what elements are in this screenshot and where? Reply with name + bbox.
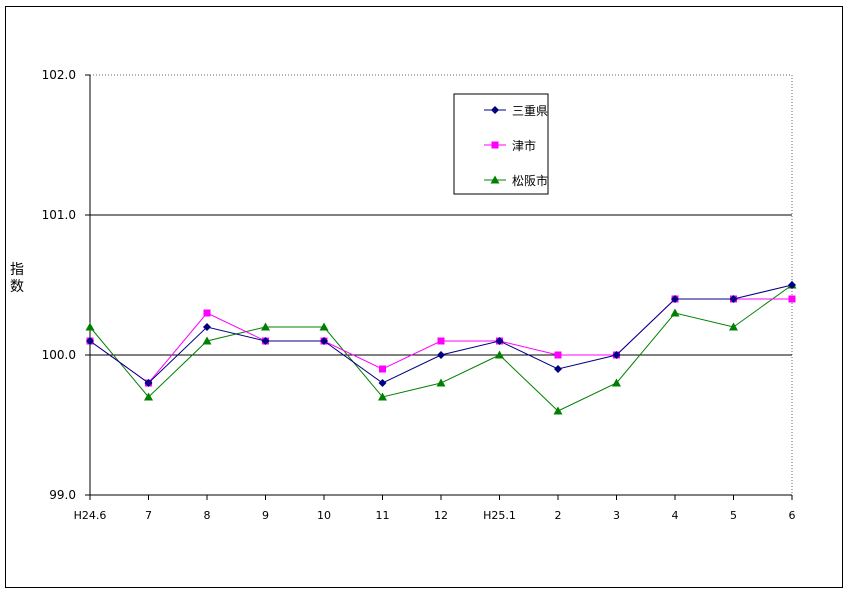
x-tick-label: 2: [555, 509, 562, 522]
y-tick-label: 99.0: [49, 488, 76, 502]
data-point: [554, 351, 562, 359]
x-tick-label: 8: [204, 509, 211, 522]
data-point: [729, 322, 738, 331]
y-axis-label: 指数: [10, 262, 24, 295]
data-point: [436, 378, 446, 387]
y-tick-label: 102.0: [42, 68, 76, 82]
data-point: [379, 365, 386, 373]
legend-label: 三重県: [512, 104, 548, 118]
data-point: [203, 309, 211, 317]
x-tick-label: 7: [145, 509, 152, 522]
data-point: [319, 322, 329, 331]
data-point: [437, 351, 445, 359]
series-line: [89, 284, 793, 384]
x-tick-label: 5: [730, 509, 737, 522]
data-point: [788, 295, 796, 303]
data-point: [378, 392, 387, 401]
x-tick-label: 4: [672, 509, 679, 522]
legend-label: 津市: [512, 138, 536, 153]
data-point: [437, 337, 445, 345]
data-point: [671, 295, 679, 303]
data-point: [144, 379, 153, 387]
legend-marker: [490, 175, 500, 184]
data-point: [202, 336, 212, 345]
data-point: [612, 378, 621, 387]
data-point: [495, 337, 504, 345]
x-tick-label: 3: [613, 509, 620, 522]
data-point: [788, 281, 796, 289]
data-point: [553, 406, 563, 415]
chart-frame: [5, 6, 843, 588]
series-line: [89, 284, 793, 412]
data-point: [320, 337, 328, 345]
y-tick-label: 100.0: [42, 348, 76, 362]
x-tick-label: 9: [262, 509, 269, 522]
data-point: [670, 308, 680, 317]
x-tick-label: 6: [789, 509, 796, 522]
legend-label: 松阪市: [512, 173, 548, 188]
data-point: [729, 295, 738, 303]
data-point: [261, 322, 270, 331]
data-point: [261, 337, 270, 345]
x-tick-label: 11: [376, 509, 390, 522]
legend-marker: [491, 106, 499, 114]
x-tick-label: 12: [434, 509, 448, 522]
data-point: [378, 379, 387, 387]
x-tick-label: 10: [317, 509, 331, 522]
data-point: [612, 351, 621, 359]
data-point: [203, 323, 211, 331]
y-tick-label: 101.0: [42, 208, 76, 222]
data-point: [86, 337, 94, 345]
data-point: [554, 365, 562, 373]
x-tick-label: H24.6: [74, 509, 107, 522]
data-point: [495, 350, 504, 359]
data-point: [85, 322, 95, 331]
x-tick-label: H25.1: [483, 509, 516, 522]
legend-marker: [491, 141, 499, 149]
data-point: [144, 392, 153, 401]
legend-box: [453, 93, 549, 195]
